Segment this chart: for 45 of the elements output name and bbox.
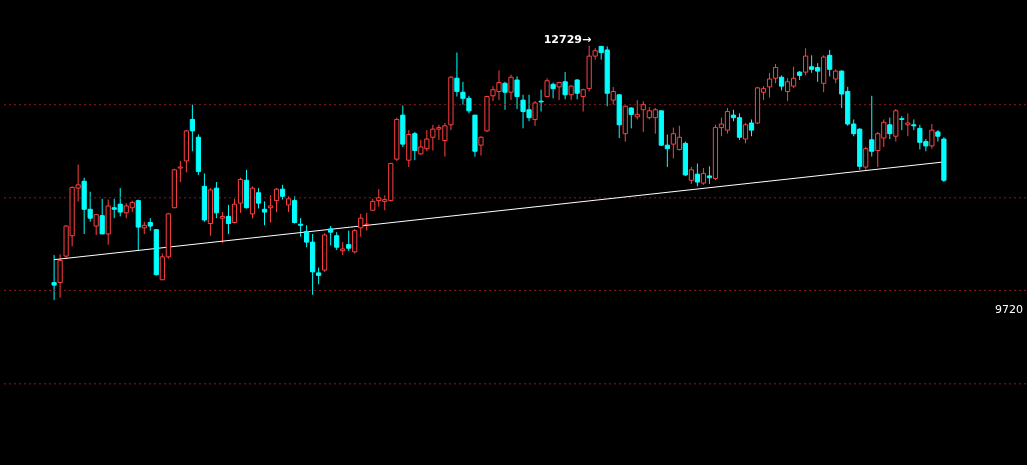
candlestick [261,200,268,226]
candlestick [640,100,646,133]
candlestick [694,162,700,187]
candlestick [562,71,568,100]
candlestick [803,47,809,76]
candlestick [887,117,893,140]
candlestick [57,253,63,299]
candlestick [508,74,514,101]
candlestick [177,160,183,183]
candlestick [273,187,280,213]
candlestick [454,52,460,98]
candlestick [328,225,334,246]
candlestick [298,217,304,238]
candlestick [742,122,749,144]
candlestick [189,104,195,152]
candlestick [346,230,352,252]
candlestick [532,100,538,127]
candlestick [514,75,520,110]
candlestick [550,82,556,99]
candlestick [935,129,941,143]
candlestick [478,135,484,157]
candlestick [99,198,105,235]
candlestick [544,77,550,98]
candlestick [905,112,911,137]
candlestick [412,131,418,161]
text: 9720 [995,303,1023,316]
candlestick [929,123,935,150]
candlestick [255,187,262,210]
candlestick [502,81,508,111]
candlestick [231,198,238,225]
candlestick [291,195,298,225]
candlestick [869,95,875,158]
candlestick [358,213,364,238]
candlestick [219,211,226,244]
candlestick [863,146,869,171]
candlestick [237,177,244,214]
candlestick [634,99,640,120]
candlestick [538,89,544,113]
candlestick [225,204,232,235]
candlestick [827,49,833,77]
candlestick [352,228,358,255]
candlestick [51,254,57,301]
candlestick [267,194,274,224]
candlestick [628,106,634,129]
text: 12729→ [543,32,592,46]
